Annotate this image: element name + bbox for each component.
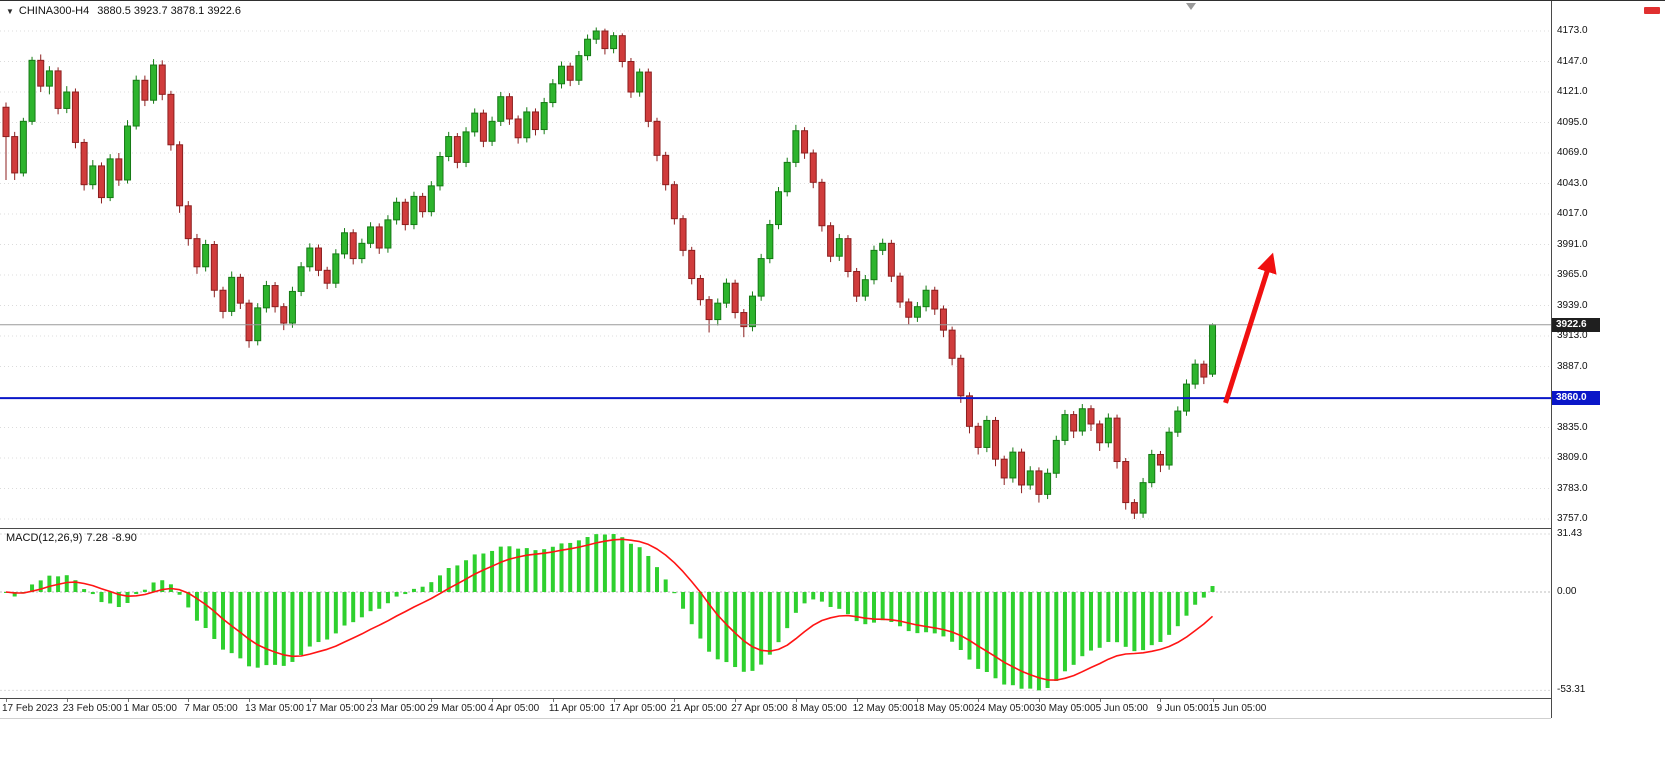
macd-signal-value: -8.90 (111, 532, 137, 544)
price-tick-label: 4095.0 (1557, 116, 1588, 128)
time-tick-label: 11 Apr 05:00 (548, 703, 605, 714)
price-tick-label: 4043.0 (1557, 177, 1588, 189)
price-tick-label: 3991.0 (1557, 238, 1588, 250)
price-tick-label: 4069.0 (1557, 147, 1588, 158)
time-tick-label: 24 May 05:00 (974, 703, 1035, 714)
time-tick-label: 13 Mar 05:00 (245, 703, 304, 714)
symbol-label: CHINA300-H4 (18, 5, 90, 17)
price-chart-area[interactable]: ▼ CHINA300-H4 3880.5 3923.7 3878.1 3922.6 (0, 1, 1551, 529)
price-tick-label: 4147.0 (1557, 55, 1588, 67)
time-tick-mark (188, 699, 190, 702)
time-tick-mark (370, 699, 372, 702)
price-gridlines (0, 30, 1551, 520)
price-tick-label: 3757.0 (1557, 513, 1588, 524)
support-line-price-badge: 3860.0 (1552, 391, 1600, 406)
price-tick-label: 3835.0 (1557, 421, 1588, 433)
symbol-dropdown-icon[interactable]: ▼ (6, 7, 14, 16)
chart-shift-marker-icon[interactable] (1186, 3, 1196, 10)
macd-indicator-chart (0, 533, 1551, 691)
corner-marker (1644, 7, 1660, 14)
time-tick-mark (613, 699, 615, 702)
time-tick-label: 27 Apr 05:00 (731, 703, 788, 714)
price-tick-label: 3887.0 (1557, 360, 1588, 372)
time-tick-mark (735, 699, 737, 702)
macd-name: MACD(12,26,9) (6, 532, 83, 544)
time-tick-mark (66, 699, 68, 702)
time-tick-label: 29 Mar 05:00 (427, 703, 487, 714)
price-tick-label: 4173.0 (1557, 25, 1588, 36)
time-tick-label: 21 Apr 05:00 (670, 703, 728, 714)
macd-gridlines (0, 533, 1551, 691)
time-tick-mark (1160, 699, 1162, 702)
macd-panel[interactable]: MACD(12,26,9) 7.28 -8.90 (0, 529, 1551, 699)
price-tick-label: 4017.0 (1557, 208, 1588, 219)
trend-arrow-annotation[interactable] (1223, 252, 1277, 404)
candles-layer (2, 27, 1217, 519)
time-tick-mark (309, 699, 311, 702)
macd-histogram (4, 534, 1215, 691)
price-tick-label: 3913.0 (1557, 330, 1588, 341)
time-tick-mark (1212, 699, 1214, 702)
time-tick-mark (674, 699, 676, 702)
macd-signal-line (5, 538, 1214, 681)
time-tick-mark (492, 699, 494, 702)
macd-tick-label: -53.31 (1557, 684, 1586, 696)
price-tick-label: 3939.0 (1557, 299, 1588, 311)
time-tick-label: 15 Jun 05:00 (1208, 703, 1267, 714)
time-tick-label: 5 Jun 05:00 (1095, 703, 1148, 714)
time-tick-label: 30 May 05:00 (1034, 703, 1096, 714)
time-tick-label: 17 Mar 05:00 (305, 703, 365, 714)
time-tick-mark (249, 699, 251, 702)
time-tick-label: 17 Apr 05:00 (609, 703, 667, 714)
time-tick-label: 9 Jun 05:00 (1156, 703, 1209, 714)
price-axis[interactable]: 3922.6 3860.0 4173.0 4147.0 4121.0 4095.0 40… (1551, 1, 1665, 718)
price-tick-label: 3965.0 (1557, 269, 1588, 280)
time-tick-label: 12 May 05:00 (852, 703, 914, 714)
time-tick-mark (978, 699, 980, 702)
price-tick-label: 3783.0 (1557, 482, 1588, 494)
time-tick-mark (1038, 699, 1040, 702)
current-price-badge: 3922.6 (1552, 317, 1600, 332)
time-tick-mark (856, 699, 858, 702)
time-tick-label: 18 May 05:00 (913, 703, 974, 714)
macd-tick-label: 31.43 (1557, 528, 1583, 539)
macd-indicator-label: MACD(12,26,9) 7.28 -8.90 (6, 532, 141, 544)
time-tick-mark (795, 699, 797, 702)
candlestick-chart (0, 27, 1551, 520)
time-tick-label: 8 May 05:00 (791, 703, 847, 714)
time-axis[interactable]: 17 Feb 2023 23 Feb 05:00 1 Mar 05:00 7 Mar … (0, 699, 1551, 719)
time-tick-mark (127, 699, 129, 702)
time-tick-mark (917, 699, 919, 702)
symbol-info: ▼ CHINA300-H4 3880.5 3923.7 3878.1 3922.6 (6, 5, 241, 17)
macd-main-value: 7.28 (86, 532, 108, 544)
time-tick-label: 17 Feb 2023 (2, 703, 59, 714)
time-tick-label: 4 Apr 05:00 (488, 703, 540, 714)
time-tick-mark (552, 699, 554, 702)
price-tick-label: 4121.0 (1557, 86, 1588, 97)
time-tick-label: 23 Feb 05:00 (62, 703, 122, 714)
symbol-ohlc-values: 3880.5 3923.7 3878.1 3922.6 (97, 5, 241, 17)
time-tick-mark (6, 699, 7, 702)
time-tick-label: 1 Mar 05:00 (123, 703, 177, 714)
time-tick-mark (1099, 699, 1101, 702)
time-tick-mark (431, 699, 433, 702)
time-tick-label: 7 Mar 05:00 (184, 703, 238, 714)
price-tick-label: 3809.0 (1557, 452, 1588, 463)
macd-tick-label: 0.00 (1557, 586, 1577, 597)
time-tick-label: 23 Mar 05:00 (366, 703, 426, 714)
